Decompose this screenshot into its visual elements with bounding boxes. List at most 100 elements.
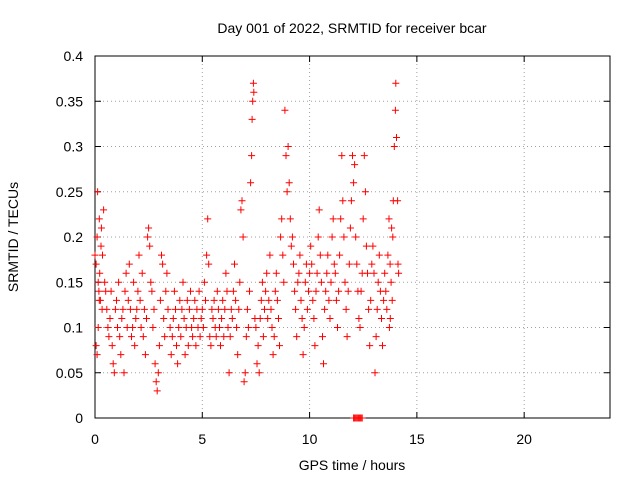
y-tick-label: 0.1 [64,320,84,336]
data-point [323,269,331,277]
y-tick-label: 0.15 [56,274,83,290]
data-point [391,106,399,114]
data-point [393,134,400,141]
data-point [147,278,155,286]
data-point [140,305,148,313]
data-point [144,233,152,241]
data-point [381,269,389,277]
data-point [231,260,238,268]
data-point [266,251,274,259]
data-point [175,324,183,331]
data-point [324,251,332,259]
data-point [145,224,153,232]
data-point [278,215,286,223]
data-point [351,161,359,169]
data-point [252,324,260,331]
data-point [207,342,215,350]
y-tick-label: 0.35 [56,93,83,109]
data-point [168,333,176,341]
data-point [94,188,102,196]
y-axis-label: SRMTID / TECUs [5,182,21,292]
data-point [208,305,216,313]
data-point [103,305,111,313]
data-point [110,369,118,377]
data-point [254,342,262,350]
data-point [395,269,403,277]
data-point [115,278,123,286]
data-point [198,305,206,313]
data-point [378,315,385,322]
grid-lines [95,56,610,418]
data-point [173,342,180,350]
data-point [385,324,393,331]
data-point [213,287,221,295]
data-point [190,315,198,322]
data-point [92,260,100,268]
data-point [105,333,113,341]
data-point [153,387,161,395]
data-point [216,324,223,331]
data-point [359,215,367,223]
data-point [319,333,326,341]
data-point [199,324,207,331]
data-point [212,333,220,341]
data-point [214,305,222,313]
data-point [109,360,117,368]
data-point [317,278,325,286]
data-point [337,215,345,223]
data-point [320,360,327,368]
data-point [255,369,263,377]
data-point [119,305,127,313]
data-point [235,305,243,313]
data-point [222,269,230,277]
data-point [126,305,134,313]
data-point [135,251,143,259]
data-point [361,188,369,196]
data-point [385,215,393,223]
data-point [209,315,217,322]
data-point [233,324,241,331]
data-point [256,315,264,322]
data-point [210,296,218,304]
x-tick-label: 20 [516,431,532,447]
data-point [225,369,233,377]
data-point [93,351,101,359]
data-point [293,333,301,341]
data-point [326,315,334,322]
data-point [151,360,159,368]
data-point [335,287,343,295]
data-point [219,296,227,304]
data-point [357,287,365,295]
data-point [228,315,236,322]
data-point [114,324,121,331]
data-point [313,269,321,277]
data-point [137,324,145,331]
x-tick-label: 10 [302,431,318,447]
data-point [353,260,361,268]
data-point [375,251,383,259]
data-point [238,197,246,205]
data-point [121,287,129,295]
data-point [328,233,336,241]
data-point [386,260,394,268]
y-tick-label: 0.4 [64,48,84,64]
data-point [368,260,376,268]
data-point [325,296,333,304]
data-point [138,269,146,277]
data-point [181,351,189,359]
data-point [263,269,271,277]
data-point [321,305,329,313]
data-point [187,287,194,295]
data-point [269,351,277,359]
data-point [373,305,381,313]
data-point [106,315,114,322]
data-point [101,278,109,286]
data-point [177,333,185,341]
data-point [275,315,282,322]
data-point [204,215,212,223]
data-point [306,269,314,277]
data-point [383,305,391,313]
data-point [290,260,297,268]
data-point [283,188,291,196]
data-point [160,315,168,322]
